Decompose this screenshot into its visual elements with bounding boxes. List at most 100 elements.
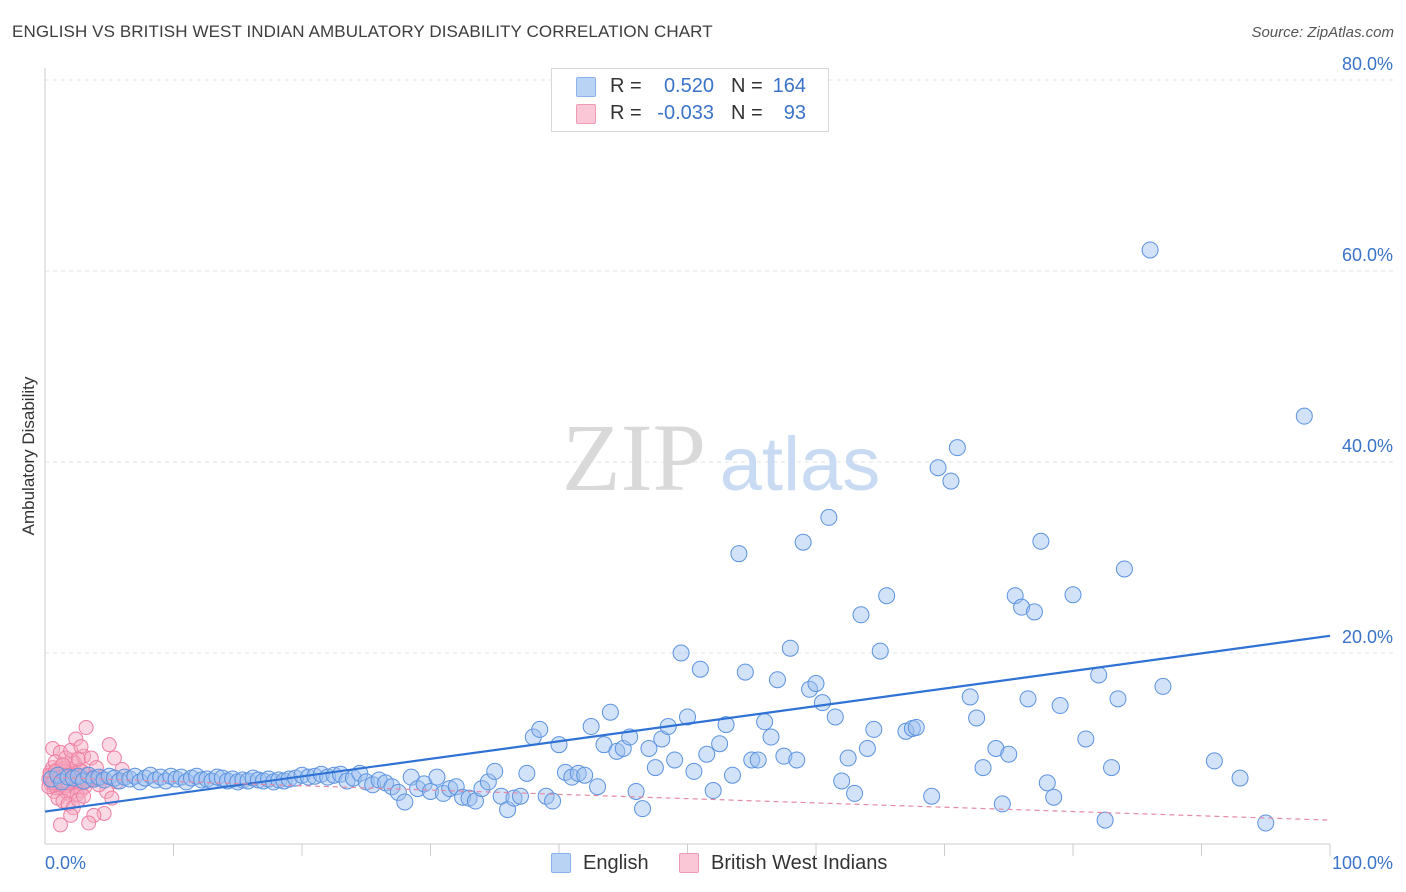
bwi-point bbox=[63, 807, 79, 823]
trend-lines bbox=[44, 634, 1331, 821]
english-point bbox=[1205, 752, 1223, 770]
y-tick-label: 40.0% bbox=[1342, 436, 1393, 456]
bwi-swatch bbox=[576, 104, 596, 124]
english-point bbox=[743, 751, 761, 769]
english-point bbox=[640, 740, 658, 757]
english-point bbox=[826, 708, 844, 726]
english-point bbox=[1077, 730, 1095, 748]
bwi-swatch bbox=[679, 853, 699, 873]
watermark-zip: ZIP bbox=[562, 404, 706, 511]
english-point bbox=[833, 772, 851, 790]
y-axis-title: Ambulatory Disability bbox=[19, 376, 38, 535]
english-point bbox=[672, 644, 690, 662]
english-point bbox=[968, 709, 986, 727]
bwi-point bbox=[106, 750, 122, 766]
r-value: 0.520 bbox=[663, 75, 714, 97]
english-swatch bbox=[576, 77, 596, 97]
english-point bbox=[923, 787, 941, 805]
english-point bbox=[422, 782, 439, 800]
english-point bbox=[794, 533, 812, 551]
english-point bbox=[846, 784, 864, 802]
english-point bbox=[666, 751, 684, 769]
n-value: 164 bbox=[772, 75, 806, 97]
english-point bbox=[1231, 769, 1249, 787]
english-trend-line bbox=[44, 634, 1331, 813]
english-point bbox=[768, 671, 786, 689]
english-point bbox=[907, 718, 925, 736]
legend-label-bwi: British West Indians bbox=[711, 852, 888, 874]
bwi-point bbox=[81, 815, 97, 831]
english-point bbox=[582, 718, 600, 736]
english-point bbox=[736, 663, 754, 681]
english-point bbox=[1051, 697, 1069, 715]
english-point bbox=[1019, 690, 1037, 708]
n-label: N = bbox=[731, 75, 763, 97]
english-point bbox=[942, 472, 960, 490]
y-tick-label: 20.0% bbox=[1342, 627, 1393, 647]
english-point bbox=[576, 766, 594, 784]
english-point bbox=[820, 508, 838, 526]
english-point bbox=[1045, 788, 1063, 806]
english-point bbox=[428, 768, 446, 786]
english-point bbox=[749, 751, 767, 769]
english-point bbox=[698, 745, 716, 763]
english-point bbox=[1096, 811, 1114, 829]
english-points bbox=[42, 241, 1313, 832]
english-point bbox=[511, 787, 529, 805]
english-point bbox=[685, 762, 703, 780]
english-point bbox=[807, 675, 825, 693]
r-value: -0.033 bbox=[657, 102, 714, 124]
english-point bbox=[762, 728, 780, 746]
english-point bbox=[1257, 814, 1275, 832]
bwi-point bbox=[70, 751, 86, 767]
english-point bbox=[756, 713, 774, 731]
english-point bbox=[505, 789, 523, 807]
bwi-point bbox=[78, 719, 94, 735]
english-point bbox=[1025, 603, 1043, 621]
y-tick-label: 80.0% bbox=[1342, 54, 1393, 74]
english-point bbox=[396, 793, 414, 811]
watermark-atlas: atlas bbox=[720, 422, 881, 507]
english-point bbox=[974, 759, 992, 777]
english-point bbox=[711, 735, 729, 753]
english-point bbox=[441, 780, 459, 798]
source-label: Source: ZipAtlas.com bbox=[1251, 24, 1394, 41]
bwi-point bbox=[76, 788, 92, 804]
english-point bbox=[717, 716, 735, 734]
english-point bbox=[550, 736, 568, 754]
english-point bbox=[141, 766, 159, 784]
n-value: 93 bbox=[783, 102, 806, 124]
bwi-points bbox=[41, 719, 130, 833]
y-tick-label: 60.0% bbox=[1342, 245, 1393, 265]
bwi-point bbox=[52, 817, 68, 833]
english-point bbox=[589, 778, 607, 796]
english-point bbox=[730, 545, 748, 563]
english-point bbox=[1154, 677, 1172, 695]
bwi-point bbox=[83, 750, 99, 766]
r-label: R = bbox=[610, 75, 642, 97]
english-point bbox=[1013, 598, 1031, 616]
english-point bbox=[1064, 586, 1082, 604]
bwi-point bbox=[68, 731, 84, 747]
english-point bbox=[1295, 407, 1313, 425]
english-point bbox=[531, 720, 549, 738]
english-point bbox=[839, 749, 857, 767]
english-point bbox=[929, 459, 947, 477]
english-point bbox=[389, 783, 407, 801]
english-point bbox=[704, 782, 722, 800]
grid-layer bbox=[45, 79, 1395, 654]
english-point bbox=[961, 688, 979, 706]
bwi-trend-line bbox=[44, 776, 1331, 821]
legend-label-english: English bbox=[583, 852, 649, 874]
english-point bbox=[1103, 759, 1121, 777]
english-point bbox=[518, 764, 536, 782]
english-point bbox=[852, 606, 870, 624]
english-point bbox=[601, 703, 619, 721]
english-point bbox=[781, 639, 799, 657]
r-label: R = bbox=[610, 102, 642, 124]
english-point bbox=[813, 694, 831, 712]
english-swatch bbox=[551, 853, 571, 873]
english-point bbox=[486, 762, 504, 780]
english-point bbox=[871, 642, 889, 660]
english-point bbox=[627, 782, 645, 800]
